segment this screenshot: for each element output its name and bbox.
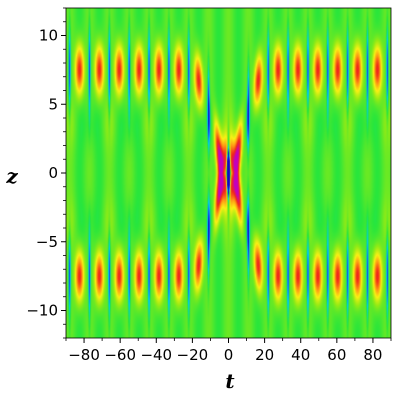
x-tick-label: 80 (363, 346, 382, 364)
y-axis-label: z (5, 164, 18, 188)
x-tick-label: 60 (327, 346, 346, 364)
x-tick-label: −20 (177, 346, 209, 364)
x-tick-label: −60 (104, 346, 136, 364)
x-tick-label: 40 (291, 346, 310, 364)
y-tick-label: 10 (39, 27, 58, 45)
y-tick-label: 5 (48, 95, 58, 113)
x-tick-label: 20 (255, 346, 274, 364)
x-axis: −80 −60 −40 −20 0 20 40 60 80 (65, 338, 392, 364)
x-tick-label: −40 (140, 346, 172, 364)
y-axis: −10 −5 0 5 10 (26, 7, 66, 339)
plot-area (65, 7, 392, 339)
y-tick-label: 0 (48, 164, 58, 182)
y-tick-label: −10 (26, 302, 58, 320)
y-tick-label: −5 (36, 233, 58, 251)
heatmap-image (66, 8, 391, 338)
x-tick-label: −80 (68, 346, 100, 364)
x-tick-label: 0 (224, 346, 234, 364)
x-axis-label: t (225, 369, 235, 393)
